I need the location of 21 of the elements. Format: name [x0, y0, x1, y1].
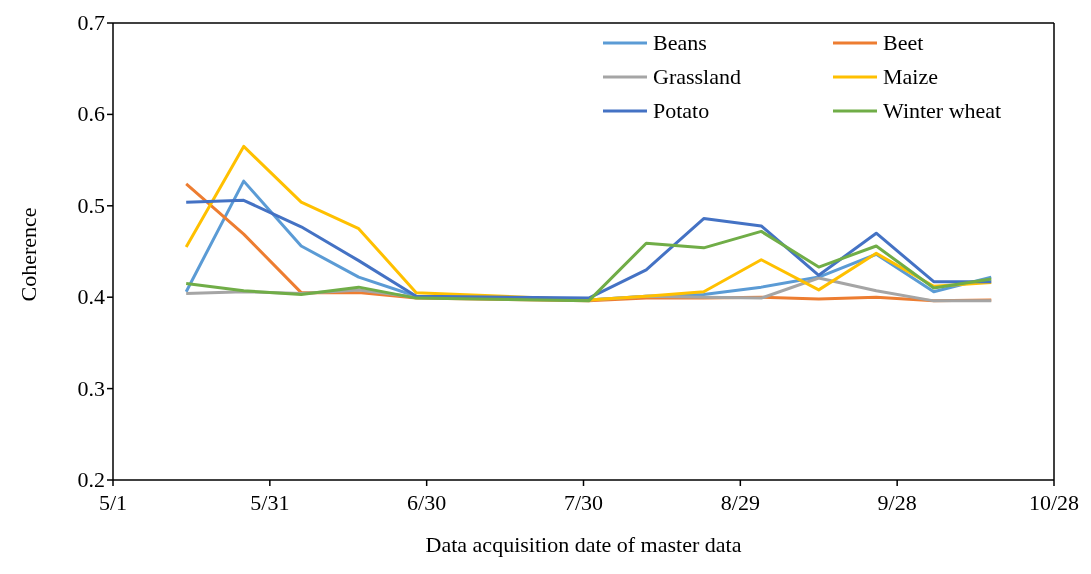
y-tick-label: 0.3	[77, 375, 105, 401]
x-tick-label: 6/30	[407, 490, 447, 515]
y-tick-label: 0.5	[77, 192, 105, 218]
legend-label: Potato	[653, 98, 710, 124]
x-tick-label: 5/1	[98, 490, 128, 515]
y-axis-title: Coherence	[15, 207, 41, 302]
x-tick-label: 10/28	[1028, 490, 1080, 515]
legend-label: Beet	[883, 30, 924, 56]
legend-label: Beans	[653, 30, 707, 56]
y-tick-label: 0.2	[77, 467, 105, 492]
y-tick-label: 0.7	[77, 10, 105, 35]
x-tick-label: 9/28	[877, 490, 917, 515]
y-tick-label: 0.4	[77, 284, 105, 310]
legend-label: Grassland	[653, 64, 741, 90]
x-tick-label: 8/29	[720, 490, 760, 515]
legend-label: Maize	[883, 64, 938, 90]
y-tick-label: 0.6	[77, 101, 105, 127]
legend-label: Winter wheat	[883, 98, 1002, 124]
x-axis-title: Data acquisition date of master data	[425, 532, 742, 557]
x-tick-label: 5/31	[250, 490, 290, 515]
x-tick-label: 7/30	[563, 490, 604, 515]
